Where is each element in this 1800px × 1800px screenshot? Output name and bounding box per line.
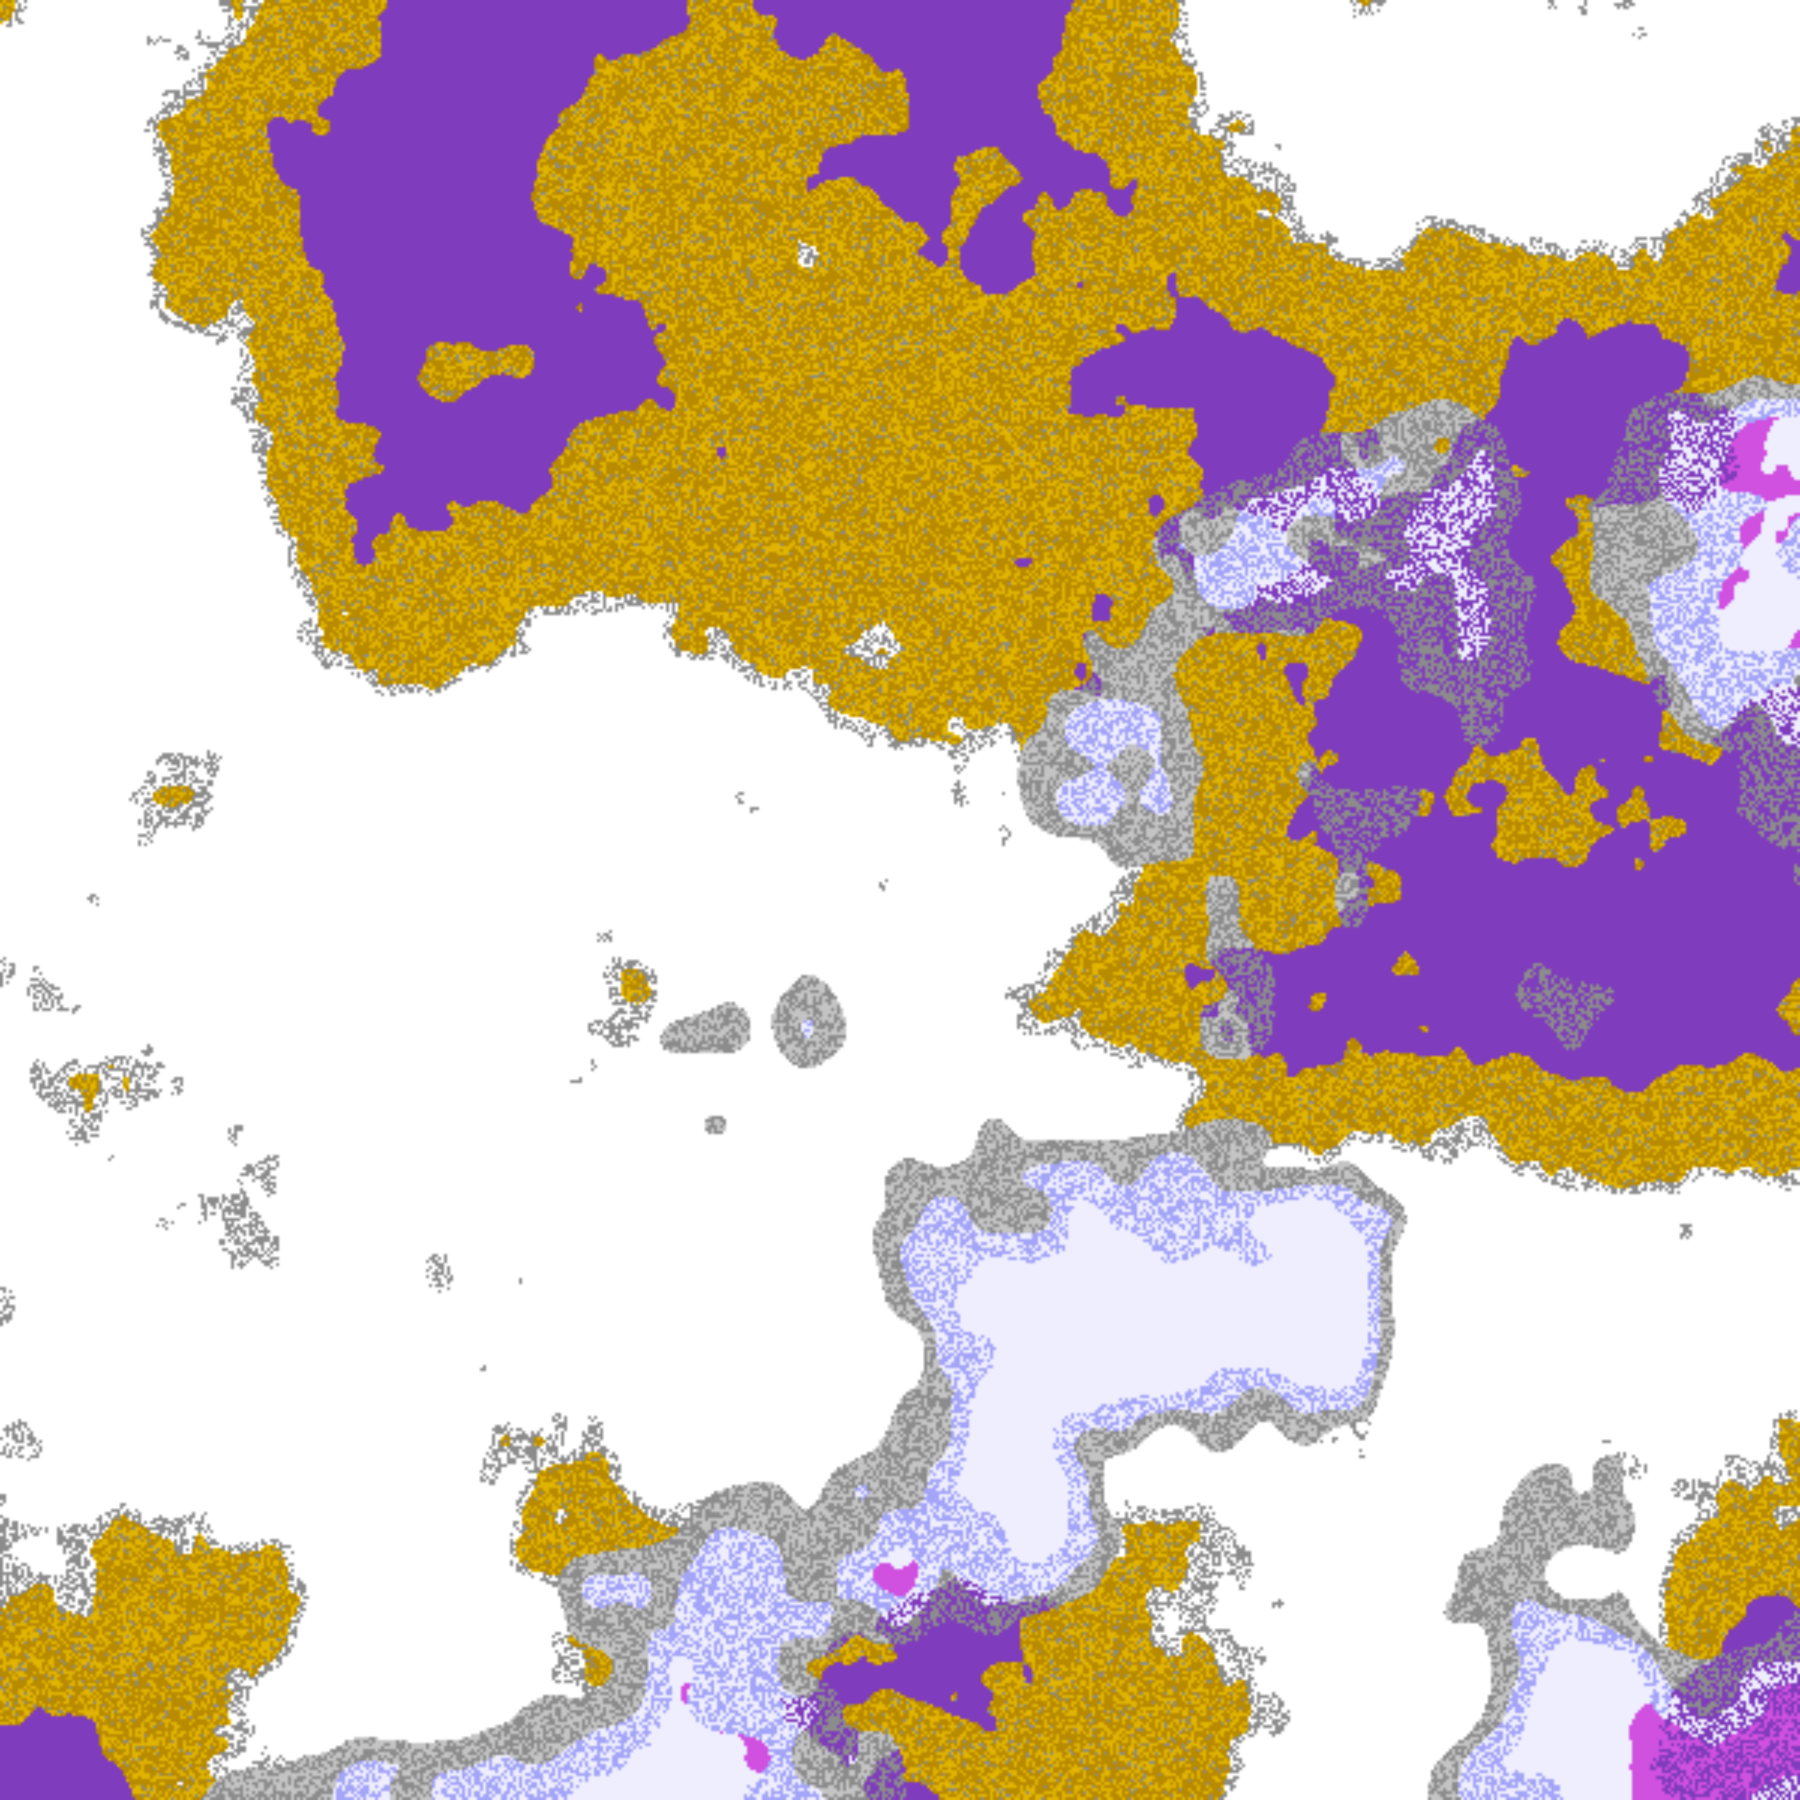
cloud-classification-raster xyxy=(0,0,1800,1800)
satellite-image xyxy=(0,0,1800,1800)
